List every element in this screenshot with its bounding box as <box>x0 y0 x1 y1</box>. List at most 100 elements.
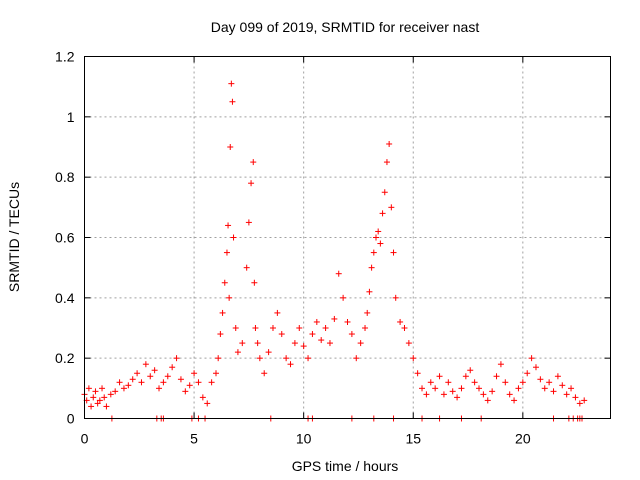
data-point <box>532 364 539 371</box>
data-point <box>99 385 106 392</box>
data-point <box>559 382 566 389</box>
data-point <box>383 159 390 166</box>
data-point <box>101 394 108 401</box>
data-point <box>581 397 588 404</box>
data-point <box>283 355 290 362</box>
data-point <box>390 249 397 256</box>
data-point <box>366 288 373 295</box>
data-point <box>248 180 255 187</box>
data-point <box>112 388 119 395</box>
data-point <box>232 325 239 331</box>
data-point <box>265 349 272 356</box>
data-point <box>502 379 509 386</box>
data-point <box>129 376 136 383</box>
data-point <box>208 379 215 386</box>
data-point <box>377 240 384 247</box>
y-tick-label: 0 <box>67 411 75 427</box>
data-point <box>94 400 101 407</box>
data-point <box>225 222 232 229</box>
data-point <box>528 355 535 362</box>
data-point <box>138 379 145 386</box>
x-axis-label: GPS time / hours <box>292 458 399 474</box>
data-point <box>484 397 491 404</box>
x-tick-label: 20 <box>515 431 531 447</box>
data-point <box>554 373 561 380</box>
data-point <box>107 391 114 398</box>
data-point <box>160 379 167 386</box>
data-point <box>489 388 496 395</box>
data-point <box>215 355 222 362</box>
data-point <box>116 379 123 386</box>
data-point <box>296 325 303 331</box>
data-point <box>423 391 430 398</box>
y-tick-label: 0.4 <box>55 290 75 306</box>
data-point <box>227 144 234 150</box>
y-tick-label: 0.6 <box>55 230 75 246</box>
data-point <box>480 391 487 398</box>
data-point <box>213 370 219 377</box>
chart-title: Day 099 of 2019, SRMTID for receiver nas… <box>211 19 480 35</box>
data-point <box>182 388 189 395</box>
data-point <box>386 140 393 147</box>
data-point <box>419 385 426 392</box>
data-point <box>229 98 236 105</box>
data-point <box>125 382 132 389</box>
data-point <box>568 385 575 392</box>
x-tick-label: 15 <box>405 431 421 447</box>
data-point <box>186 382 193 389</box>
data-point <box>226 294 233 301</box>
data-point <box>427 379 434 386</box>
data-point <box>497 361 504 368</box>
data-point <box>576 400 583 407</box>
data-point <box>252 325 259 331</box>
y-tick-label: 1.2 <box>55 49 75 65</box>
data-point <box>291 340 298 347</box>
data-point <box>375 228 382 235</box>
x-tick-label: 5 <box>190 431 198 447</box>
data-point <box>103 403 110 410</box>
data-point <box>269 325 276 331</box>
data-point <box>313 318 320 325</box>
data-point <box>88 403 95 410</box>
data-point <box>467 367 474 374</box>
data-point <box>156 385 163 392</box>
data-point <box>454 394 461 401</box>
data-point <box>515 385 522 392</box>
data-point <box>151 367 158 374</box>
data-point <box>261 370 268 377</box>
data-point <box>410 355 417 362</box>
data-point <box>217 331 224 338</box>
x-tick-label: 0 <box>81 431 89 447</box>
data-point <box>541 385 548 392</box>
data-point <box>221 279 228 286</box>
data-point <box>335 270 342 277</box>
data-point <box>353 355 360 362</box>
data-point <box>401 325 408 331</box>
data-point <box>254 340 261 347</box>
data-point <box>506 391 513 398</box>
data-point <box>309 331 316 338</box>
data-point <box>511 397 518 404</box>
data-point <box>471 379 478 386</box>
y-tick-label: 0.2 <box>55 350 75 366</box>
data-point <box>250 159 257 166</box>
data-point <box>381 189 388 196</box>
data-point <box>300 343 307 350</box>
data-point <box>256 355 263 362</box>
data-point <box>440 391 447 398</box>
tick-labels: 0 0.2 0.4 0.6 0.8 1 1.2 0 5 10 15 20 <box>55 49 531 447</box>
data-point <box>318 337 325 344</box>
data-point <box>524 370 531 377</box>
data-point <box>397 318 404 325</box>
data-point <box>173 355 180 362</box>
data-point <box>458 385 465 392</box>
data-point <box>476 385 482 392</box>
data-point <box>199 394 206 401</box>
data-point <box>239 340 246 347</box>
data-point <box>537 376 544 383</box>
data-point <box>563 391 570 398</box>
data-point <box>228 80 235 87</box>
data-point <box>85 385 92 392</box>
data-point <box>364 309 371 316</box>
